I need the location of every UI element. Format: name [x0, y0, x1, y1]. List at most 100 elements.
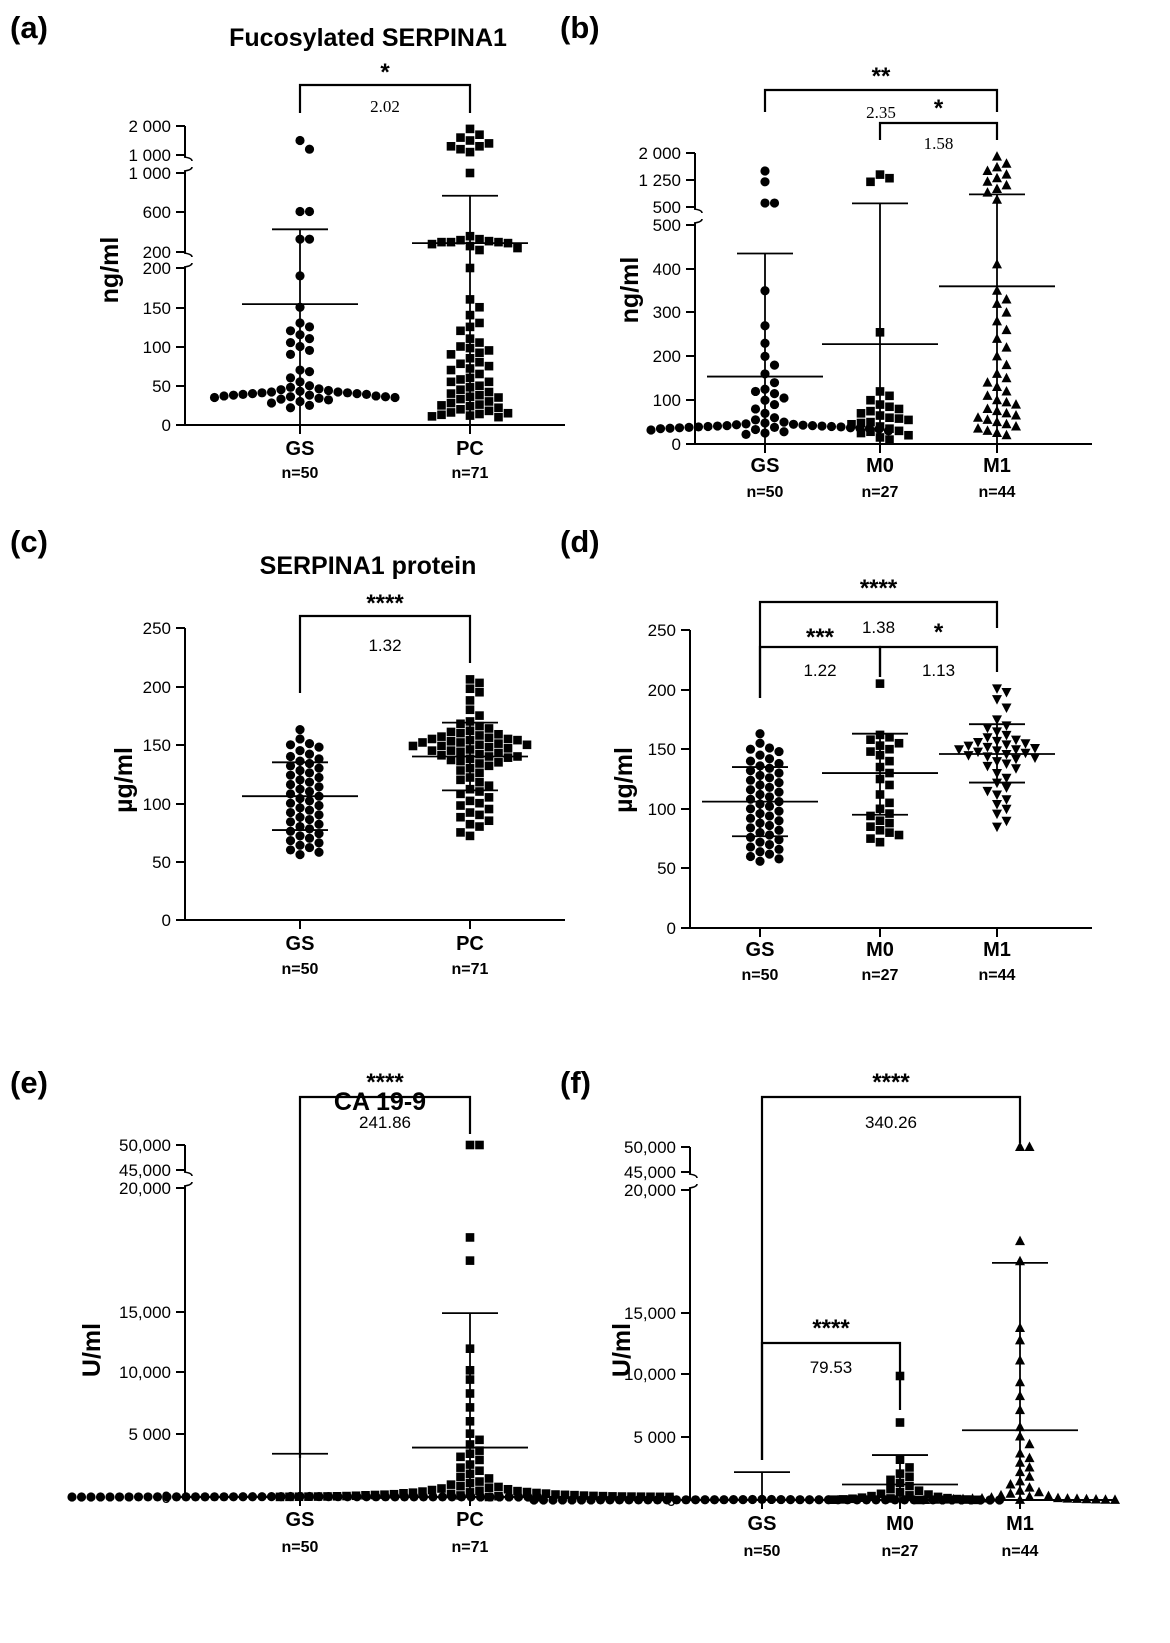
point — [1001, 293, 1012, 304]
point — [437, 410, 446, 420]
point — [1001, 816, 1012, 827]
point — [314, 828, 324, 839]
point — [885, 818, 894, 828]
point — [371, 391, 381, 401]
point — [992, 695, 1002, 705]
y-tick-label: 2 000 — [638, 144, 681, 163]
point — [1001, 372, 1012, 383]
point — [484, 397, 494, 406]
point — [484, 733, 494, 743]
point — [228, 1492, 239, 1502]
y-tick-label: 200 — [648, 681, 676, 700]
point — [1011, 399, 1021, 409]
point — [475, 142, 484, 151]
y-tick-label: 50,000 — [119, 1136, 171, 1155]
y-axis-label: ng/ml — [616, 257, 644, 324]
point — [484, 804, 494, 814]
point — [295, 135, 305, 146]
point — [973, 423, 983, 433]
point — [257, 388, 267, 398]
point — [475, 357, 484, 367]
point — [1011, 735, 1021, 746]
point — [437, 1484, 446, 1493]
point — [885, 744, 894, 754]
point — [437, 741, 446, 751]
point — [570, 1490, 579, 1500]
point — [304, 334, 315, 344]
fold-change-ratio: 1.13 — [922, 661, 955, 680]
point — [866, 747, 875, 756]
point — [427, 1485, 437, 1495]
point — [876, 1489, 886, 1499]
point — [446, 389, 456, 398]
point — [437, 237, 446, 247]
group-M1: M1 n=44 — [939, 151, 1055, 501]
point — [973, 747, 983, 758]
point — [886, 1475, 895, 1485]
point — [285, 779, 296, 790]
point — [774, 758, 784, 769]
point — [380, 1490, 389, 1499]
point — [465, 696, 475, 705]
point — [1001, 783, 1012, 793]
point — [774, 777, 784, 788]
point — [866, 417, 875, 427]
point — [745, 744, 756, 754]
category-label: PC — [456, 933, 484, 955]
point — [313, 1492, 323, 1501]
point — [992, 822, 1002, 833]
y-tick-label: 300 — [653, 303, 681, 322]
point — [475, 822, 484, 831]
point — [446, 408, 456, 417]
group-GS: GS n=50 — [702, 729, 818, 984]
point — [370, 1490, 380, 1500]
point — [295, 206, 305, 217]
point — [475, 740, 484, 750]
point — [304, 1492, 313, 1501]
point — [428, 1492, 438, 1502]
point — [475, 1140, 484, 1150]
y-tick-label: 15,000 — [624, 1304, 676, 1323]
y-tick-label: 1 250 — [638, 171, 681, 190]
point — [446, 398, 456, 408]
panel-label: (a) — [10, 10, 48, 45]
point — [1001, 721, 1012, 731]
point — [939, 1494, 949, 1504]
bracket-line — [760, 1095, 1022, 1460]
bracket-line — [878, 121, 999, 140]
point — [905, 1472, 914, 1482]
point — [304, 367, 315, 377]
point — [764, 801, 775, 812]
point — [894, 414, 904, 423]
point — [456, 144, 465, 154]
point — [885, 424, 894, 433]
point — [875, 837, 885, 847]
significance-stars: **** — [872, 1069, 910, 1096]
point — [886, 1494, 895, 1503]
y-axis-label: µg/ml — [110, 747, 138, 813]
point — [1091, 1494, 1101, 1504]
point — [295, 831, 305, 841]
point — [475, 369, 484, 379]
fold-change-ratio: 79.53 — [810, 1358, 853, 1377]
point — [456, 789, 465, 799]
point — [304, 322, 315, 332]
y-tick-label: 200 — [143, 259, 171, 278]
point — [929, 1494, 940, 1504]
point — [894, 426, 904, 436]
point — [219, 391, 229, 401]
point — [885, 402, 894, 412]
point — [285, 373, 296, 383]
point — [867, 1491, 876, 1501]
point — [475, 1466, 484, 1476]
point — [361, 1491, 370, 1500]
point — [1001, 359, 1012, 370]
point — [209, 392, 220, 403]
point — [875, 170, 885, 179]
panel-c: (c) SERPINA1 protein µg/ml 0 50 100 150 200 250 G… — [10, 524, 565, 978]
point — [484, 1474, 494, 1483]
point — [304, 833, 315, 843]
point — [503, 408, 513, 418]
point — [943, 1493, 952, 1503]
y-tick-label: 5 000 — [128, 1425, 171, 1444]
